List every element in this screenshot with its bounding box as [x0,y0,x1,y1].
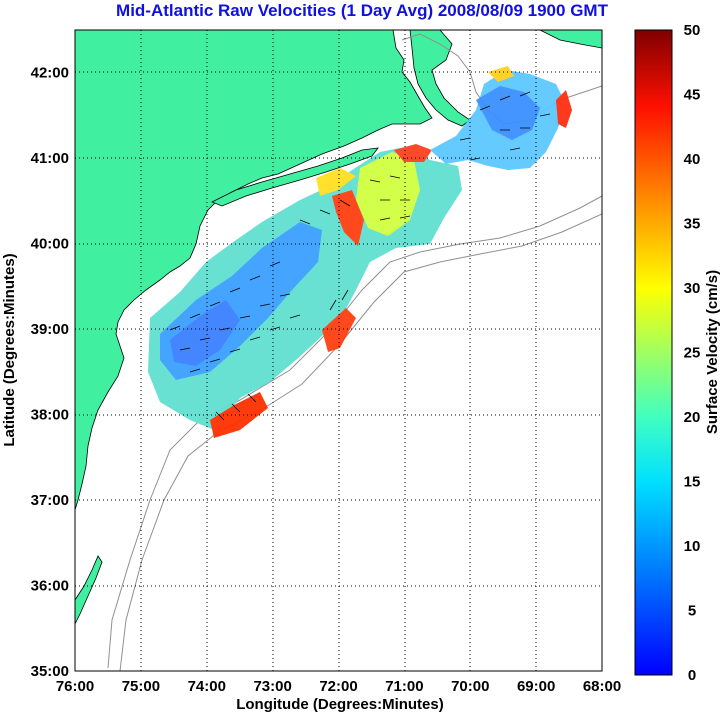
y-tick-label: 36:00 [31,578,69,595]
velocity-field [148,66,572,438]
x-tick-label: 74:00 [188,678,226,695]
x-tick-label: 68:00 [583,678,621,695]
x-axis-ticks: 76:00 75:00 74:00 73:00 72:00 71:00 70:00 69:00… [56,678,621,695]
x-axis-label: Longitude (Degrees:Minutes) [236,696,444,713]
colorbar [634,29,673,676]
colorbar-tick-label: 0 [688,667,696,684]
x-tick-label: 71:00 [385,678,423,695]
colorbar-tick-label: 35 [684,216,701,233]
colorbar-tick-label: 15 [684,474,701,491]
y-tick-label: 37:00 [31,492,69,509]
colorbar-tick-label: 25 [684,345,701,362]
y-tick-label: 42:00 [31,65,69,82]
outer-banks [75,555,103,625]
colorbar-tick-label: 10 [684,538,701,555]
x-tick-label: 75:00 [122,678,160,695]
nova-scotia [539,30,602,49]
colorbar-tick-label: 45 [684,87,701,104]
map-gridlines [75,30,602,671]
colorbar-label: Surface Velocity (cm/s) [704,270,721,434]
slope-contour [119,213,602,671]
y-tick-label: 38:00 [31,407,69,424]
map-frame [74,29,603,672]
x-tick-label: 72:00 [319,678,357,695]
map-title: Mid-Atlantic Raw Velocities (1 Day Avg) … [116,1,608,20]
y-tick-label: 35:00 [31,663,69,680]
x-tick-label: 69:00 [517,678,555,695]
y-axis-ticks: 35:00 36:00 37:00 38:00 39:00 40:00 41:00 42:00 [31,65,69,680]
colorbar-ticks: 0 5 10 15 20 25 30 35 40 45 50 [684,22,701,684]
y-tick-label: 39:00 [31,321,69,338]
colorbar-tick-label: 20 [684,409,701,426]
x-tick-label: 70:00 [451,678,489,695]
y-tick-label: 41:00 [31,150,69,167]
colorbar-tick-label: 30 [684,280,701,297]
y-axis-label: Latitude (Degrees:Minutes) [1,253,18,446]
velocity-arrows [169,91,551,421]
land-mass [75,30,433,511]
x-tick-label: 73:00 [253,678,291,695]
colorbar-tick-label: 40 [684,151,701,168]
y-tick-label: 40:00 [31,236,69,253]
colorbar-tick-label: 50 [684,22,701,39]
x-tick-label: 76:00 [56,678,94,695]
colorbar-tick-label: 5 [688,603,696,620]
long-island [211,147,379,207]
